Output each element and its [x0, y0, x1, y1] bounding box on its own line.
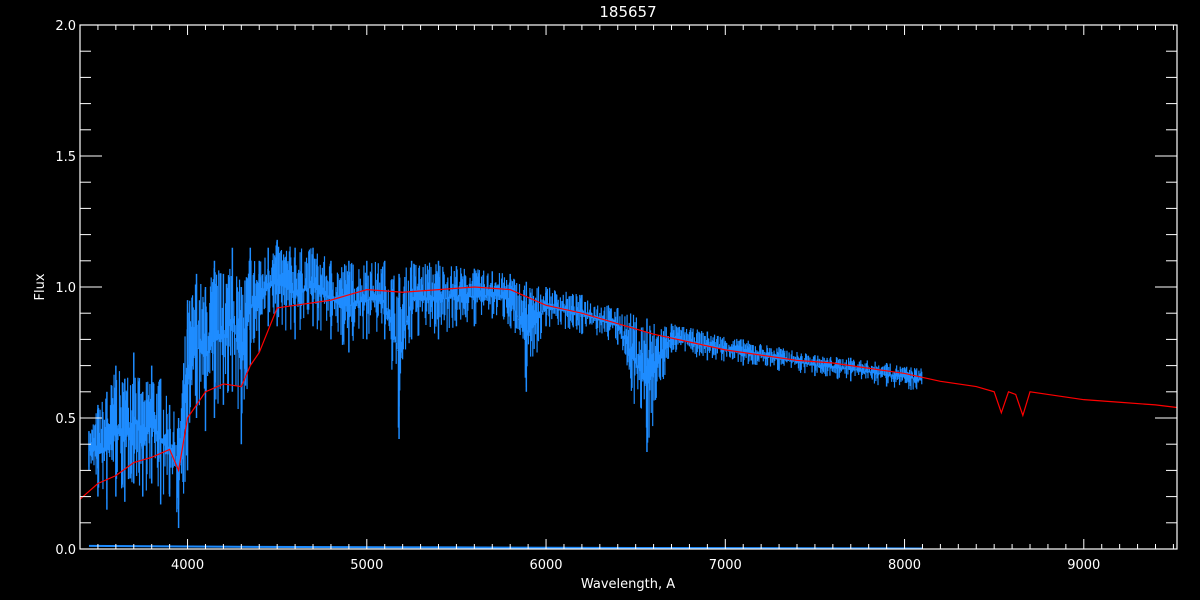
plot-area [79, 239, 1178, 550]
x-tick-label: 9000 [1067, 558, 1100, 573]
observed-spectrum [88, 239, 923, 529]
y-tick-label: 2.0 [55, 19, 76, 34]
x-tick-label: 8000 [888, 558, 921, 573]
chart-title: 185657 [599, 3, 656, 21]
y-tick-label: 0.0 [55, 543, 76, 558]
model-spectrum-line [79, 286, 1178, 500]
y-tick-label: 0.5 [55, 412, 76, 427]
y-tick-label: 1.5 [55, 150, 76, 165]
x-axis-label: Wavelength, A [581, 577, 675, 592]
x-tick-label: 5000 [350, 558, 383, 573]
axes: 4000 5000 6000 7000 8000 9000 0.0 0.5 1.0 1.5 2.0 [55, 19, 1178, 573]
y-tick-label: 1.0 [55, 281, 76, 296]
x-tick-label: 4000 [171, 558, 204, 573]
x-tick-label: 6000 [529, 558, 562, 573]
y-axis-label: Flux [33, 273, 48, 300]
x-tick-label: 7000 [709, 558, 742, 573]
